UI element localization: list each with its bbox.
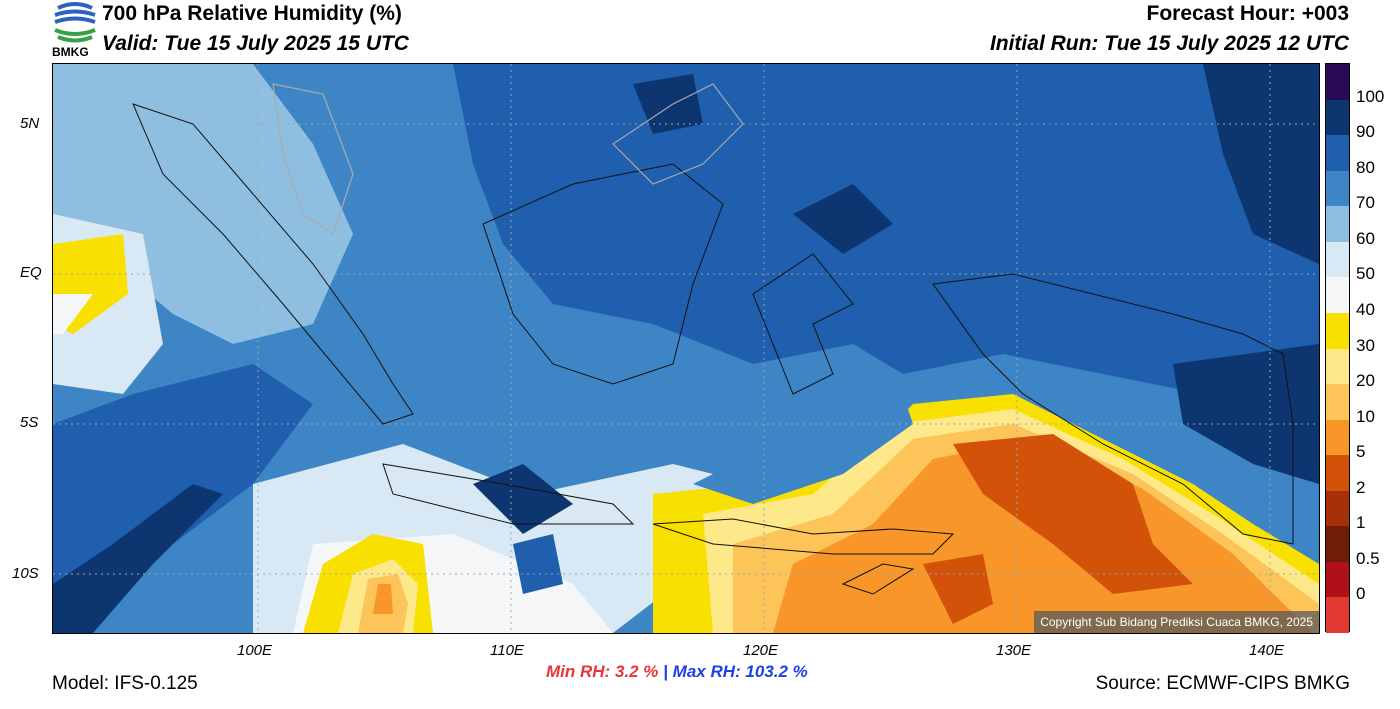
colorbar-segment <box>1326 312 1349 349</box>
colorbar-segment <box>1326 348 1349 385</box>
colorbar-label: 40 <box>1356 299 1375 319</box>
copyright-notice: Copyright Sub Bidang Prediksi Cuaca BMKG… <box>1034 611 1319 633</box>
colorbar-label: 70 <box>1356 193 1375 213</box>
colorbar-segment <box>1326 526 1349 562</box>
colorbar-label: 2 <box>1356 477 1366 497</box>
model-label: Model: IFS-0.125 <box>52 673 198 694</box>
colorbar-label: 30 <box>1356 335 1375 355</box>
colorbar-label: 5 <box>1356 442 1366 462</box>
lat-label-10s: 10S <box>12 565 39 582</box>
colorbar-segment <box>1326 99 1349 136</box>
colorbar-label: 80 <box>1356 157 1375 177</box>
max-rh-label: Max RH: <box>672 662 741 681</box>
lat-label-5n: 5N <box>20 115 40 132</box>
min-rh-value: 3.2 % <box>614 662 659 681</box>
colorbar-segment <box>1326 241 1349 278</box>
logo-text: BMKG <box>52 45 89 59</box>
max-rh-value: 103.2 % <box>745 662 808 681</box>
colorbar-label: 60 <box>1356 228 1375 248</box>
lon-label-140e: 140E <box>1249 642 1285 659</box>
colorbar-segment <box>1326 64 1349 100</box>
colorbar-label: 10 <box>1356 406 1375 426</box>
colorbar-label: 20 <box>1356 371 1375 391</box>
forecast-hour: Forecast Hour: +003 <box>1146 2 1350 25</box>
colorbar-segment <box>1326 206 1349 242</box>
source-label: Source: ECMWF-CIPS BMKG <box>1095 673 1350 694</box>
lon-label-120e: 120E <box>743 642 779 659</box>
colorbar-label: 90 <box>1356 122 1375 142</box>
rh-stats: Min RH: 3.2 % | Max RH: 103.2 % <box>546 662 808 682</box>
stats-separator: | <box>663 662 668 681</box>
colorbar <box>1325 63 1350 633</box>
colorbar-segment <box>1326 455 1349 491</box>
colorbar-label: 100 <box>1356 86 1385 106</box>
initial-run: Initial Run: Tue 15 July 2025 12 UTC <box>989 32 1349 55</box>
min-rh-label: Min RH: <box>546 662 611 681</box>
valid-time: Valid: Tue 15 July 2025 15 UTC <box>102 32 409 55</box>
colorbar-segment <box>1326 490 1349 527</box>
lat-label-5s: 5S <box>20 414 39 431</box>
colorbar-segment <box>1326 419 1349 456</box>
colorbar-label: 50 <box>1356 264 1375 284</box>
colorbar-segment <box>1326 384 1349 420</box>
colorbar-segment <box>1326 170 1349 207</box>
humidity-map: Copyright Sub Bidang Prediksi Cuaca BMKG… <box>52 63 1320 634</box>
colorbar-label: 0.5 <box>1356 548 1380 568</box>
lon-label-130e: 130E <box>996 642 1032 659</box>
colorbar-segment <box>1326 135 1349 171</box>
lon-label-110e: 110E <box>490 642 524 659</box>
lat-label-eq: EQ <box>20 264 42 281</box>
lon-label-100e: 100E <box>237 642 273 659</box>
map-title: 700 hPa Relative Humidity (%) <box>102 2 402 25</box>
colorbar-label: 0 <box>1356 584 1366 604</box>
colorbar-segment <box>1326 561 1349 598</box>
colorbar-segment <box>1326 597 1349 633</box>
bmkg-logo <box>50 0 100 60</box>
colorbar-label: 1 <box>1356 513 1366 533</box>
colorbar-segment <box>1326 277 1349 313</box>
